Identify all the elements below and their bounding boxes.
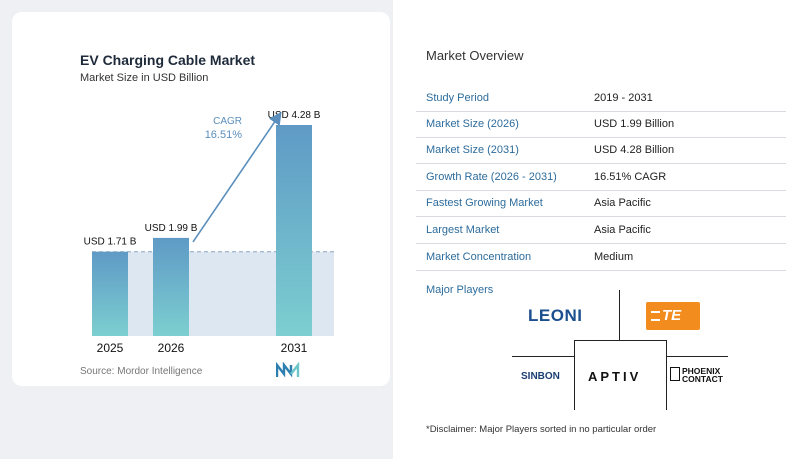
major-players-title: Major Players — [426, 284, 494, 296]
overview-row: Market Size (2026) USD 1.99 Billion — [416, 112, 786, 138]
overview-panel — [393, 0, 800, 459]
overview-row: Fastest Growing Market Asia Pacific — [416, 191, 786, 217]
bar-2026 — [153, 237, 189, 336]
overview-value: Asia Pacific — [594, 197, 651, 209]
bar-2031 — [276, 125, 312, 336]
overview-value: 16.51% CAGR — [594, 171, 667, 183]
grid-divider — [574, 340, 666, 341]
overview-label: Fastest Growing Market — [426, 197, 543, 209]
overview-value: Asia Pacific — [594, 224, 651, 236]
phoenix-logo-line-2: CONTACT — [682, 374, 723, 384]
chart-subtitle: Market Size in USD Billion — [80, 72, 209, 84]
overview-row: Largest Market Asia Pacific — [416, 218, 786, 244]
sinbon-logo: SINBON — [521, 371, 560, 382]
grid-divider — [512, 356, 574, 357]
data-label-2025: USD 1.71 B — [84, 237, 137, 248]
grid-divider — [666, 340, 667, 410]
overview-value: Medium — [594, 251, 634, 263]
overview-label: Largest Market — [426, 224, 500, 236]
te-logo-text: TE — [662, 307, 682, 324]
overview-value: USD 4.28 Billion — [594, 144, 675, 156]
overview-value: 2019 - 2031 — [594, 92, 653, 104]
data-label-2031: USD 4.28 B — [268, 110, 321, 121]
overview-label: Study Period — [426, 92, 489, 104]
overview-label: Market Size (2026) — [426, 118, 519, 130]
phoenix-logo-line-1: PHOENIX — [682, 366, 721, 376]
phoenix-contact-logo: PHOENIX CONTACT — [670, 367, 723, 383]
grid-divider — [619, 290, 620, 340]
cagr-arrow — [192, 111, 282, 243]
tick-label-2031: 2031 — [281, 341, 308, 355]
phoenix-box-icon — [670, 367, 680, 381]
overview-row: Growth Rate (2026 - 2031) 16.51% CAGR — [416, 165, 786, 191]
leoni-logo: LEONI — [528, 306, 583, 325]
chart-title: EV Charging Cable Market — [80, 52, 256, 68]
te-connectivity-logo: TE — [646, 302, 700, 330]
disclaimer: *Disclaimer: Major Players sorted in no … — [426, 424, 657, 435]
overview-title: Market Overview — [426, 48, 524, 63]
overview-label: Growth Rate (2026 - 2031) — [426, 171, 557, 183]
overview-label: Market Size (2031) — [426, 144, 519, 156]
cagr-label: CAGR — [213, 116, 242, 127]
grid-divider — [574, 340, 575, 410]
tick-label-2025: 2025 — [97, 341, 124, 355]
cagr-value: 16.51% — [205, 129, 243, 141]
mordor-logo-icon — [276, 362, 300, 378]
overview-value: USD 1.99 Billion — [594, 118, 675, 130]
overview-row: Market Concentration Medium — [416, 245, 786, 271]
overview-row: Market Size (2031) USD 4.28 Billion — [416, 138, 786, 164]
grid-divider — [666, 356, 728, 357]
overview-row: Study Period 2019 - 2031 — [416, 86, 786, 112]
te-bars-icon — [651, 311, 660, 321]
data-label-2026: USD 1.99 B — [145, 223, 198, 234]
bar-2025 — [92, 251, 128, 336]
aptiv-logo: APTIV — [588, 369, 642, 384]
chart-source: Source: Mordor Intelligence — [80, 366, 203, 377]
tick-label-2026: 2026 — [158, 341, 185, 355]
bar-chart: USD 1.71 B 2025 USD 1.99 B 2026 USD 4.28 B 20… — [84, 110, 334, 355]
overview-label: Market Concentration — [426, 251, 532, 263]
